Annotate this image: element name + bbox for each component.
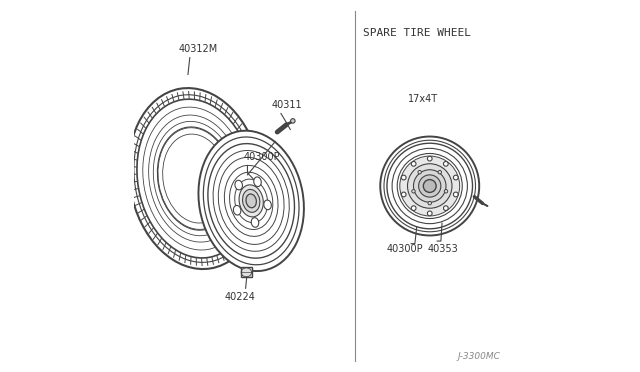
- Circle shape: [400, 156, 460, 216]
- Circle shape: [453, 192, 458, 197]
- Circle shape: [423, 180, 436, 192]
- Circle shape: [413, 170, 446, 202]
- Ellipse shape: [235, 180, 243, 190]
- Circle shape: [380, 137, 479, 235]
- Circle shape: [438, 170, 442, 174]
- Circle shape: [412, 190, 415, 193]
- Ellipse shape: [252, 218, 259, 227]
- Circle shape: [453, 175, 458, 180]
- Text: J-3300MC: J-3300MC: [458, 352, 500, 361]
- Circle shape: [401, 192, 406, 197]
- Circle shape: [412, 161, 416, 166]
- Ellipse shape: [129, 88, 262, 269]
- Ellipse shape: [234, 205, 241, 215]
- Text: 17x4T: 17x4T: [408, 94, 438, 104]
- Ellipse shape: [243, 189, 260, 212]
- Circle shape: [291, 119, 295, 123]
- Circle shape: [428, 201, 431, 205]
- Circle shape: [419, 175, 441, 197]
- Text: 40300P: 40300P: [387, 244, 424, 254]
- Text: 40312M: 40312M: [179, 44, 218, 54]
- Circle shape: [412, 206, 416, 211]
- Text: 40353: 40353: [428, 244, 459, 254]
- Ellipse shape: [246, 194, 257, 208]
- Text: SPARE TIRE WHEEL: SPARE TIRE WHEEL: [363, 29, 471, 38]
- Ellipse shape: [239, 185, 263, 217]
- Circle shape: [444, 206, 448, 211]
- Circle shape: [428, 211, 432, 216]
- Ellipse shape: [264, 200, 271, 210]
- Circle shape: [444, 190, 448, 193]
- Ellipse shape: [157, 127, 234, 230]
- Circle shape: [428, 156, 432, 161]
- Text: 40311: 40311: [271, 100, 302, 110]
- Circle shape: [418, 170, 421, 174]
- Text: 40224: 40224: [225, 292, 255, 302]
- Circle shape: [401, 175, 406, 180]
- FancyBboxPatch shape: [241, 267, 252, 277]
- Circle shape: [444, 161, 448, 166]
- Ellipse shape: [253, 177, 261, 187]
- Text: 40300P: 40300P: [244, 152, 280, 162]
- Circle shape: [408, 164, 452, 208]
- Ellipse shape: [198, 131, 304, 271]
